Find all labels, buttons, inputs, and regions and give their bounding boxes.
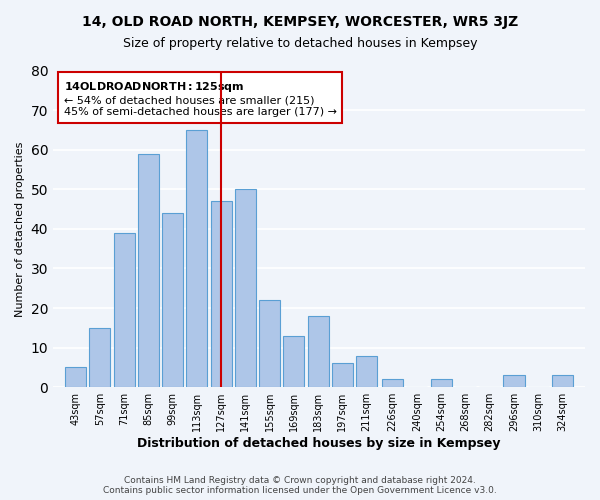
Bar [382,380,403,387]
Bar [138,154,159,387]
Bar [65,368,86,387]
Text: Size of property relative to detached houses in Kempsey: Size of property relative to detached ho… [123,38,477,51]
Bar [308,316,329,387]
Bar [332,364,353,387]
Bar [356,356,377,387]
Bar [211,201,232,387]
Text: 14, OLD ROAD NORTH, KEMPSEY, WORCESTER, WR5 3JZ: 14, OLD ROAD NORTH, KEMPSEY, WORCESTER, … [82,15,518,29]
Bar [113,233,134,387]
Y-axis label: Number of detached properties: Number of detached properties [15,141,25,316]
Bar [283,336,304,387]
Bar [259,300,280,387]
Bar [186,130,208,387]
Bar [235,190,256,387]
Bar [503,376,524,387]
Bar [431,380,452,387]
Bar [89,328,110,387]
X-axis label: Distribution of detached houses by size in Kempsey: Distribution of detached houses by size … [137,437,501,450]
Bar [162,213,183,387]
Text: $\bf{14 OLD ROAD NORTH: 125sqm}$
← 54% of detached houses are smaller (215)
45% : $\bf{14 OLD ROAD NORTH: 125sqm}$ ← 54% o… [64,80,337,117]
Bar [552,376,573,387]
Text: Contains HM Land Registry data © Crown copyright and database right 2024.
Contai: Contains HM Land Registry data © Crown c… [103,476,497,495]
